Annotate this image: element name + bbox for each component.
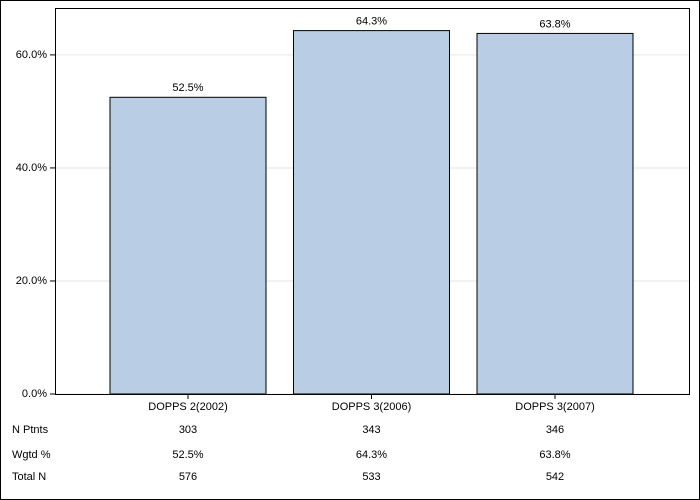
table-cell: 533: [362, 471, 380, 483]
table-cell: 576: [179, 471, 197, 483]
table-cell: 303: [179, 424, 197, 436]
bar: [293, 30, 450, 395]
value-label: 63.8%: [539, 18, 570, 30]
y-tick-label: 20.0%: [16, 275, 47, 287]
x-tick-label: DOPPS 3(2006): [332, 401, 411, 413]
table-row-label: Wgtd %: [12, 449, 51, 461]
x-tick-label: DOPPS 2(2002): [148, 401, 227, 413]
table-cell: 63.8%: [539, 449, 570, 461]
table-row-label: N Ptnts: [12, 424, 49, 436]
y-tick-label: 40.0%: [16, 162, 47, 174]
y-tick-label: 60.0%: [16, 49, 47, 61]
plot-frame: [55, 8, 690, 395]
value-label: 52.5%: [172, 82, 203, 94]
table-row-label: Total N: [12, 471, 46, 483]
table-cell: 64.3%: [356, 449, 387, 461]
x-tick-label: DOPPS 3(2007): [515, 401, 594, 413]
table-cell: 346: [546, 424, 564, 436]
table-cell: 343: [362, 424, 380, 436]
table-cell: 52.5%: [172, 449, 203, 461]
y-tick-label: 0.0%: [22, 388, 47, 400]
table-cell: 542: [546, 471, 564, 483]
bar: [109, 96, 267, 395]
value-label: 64.3%: [356, 16, 387, 28]
bar: [476, 32, 634, 395]
